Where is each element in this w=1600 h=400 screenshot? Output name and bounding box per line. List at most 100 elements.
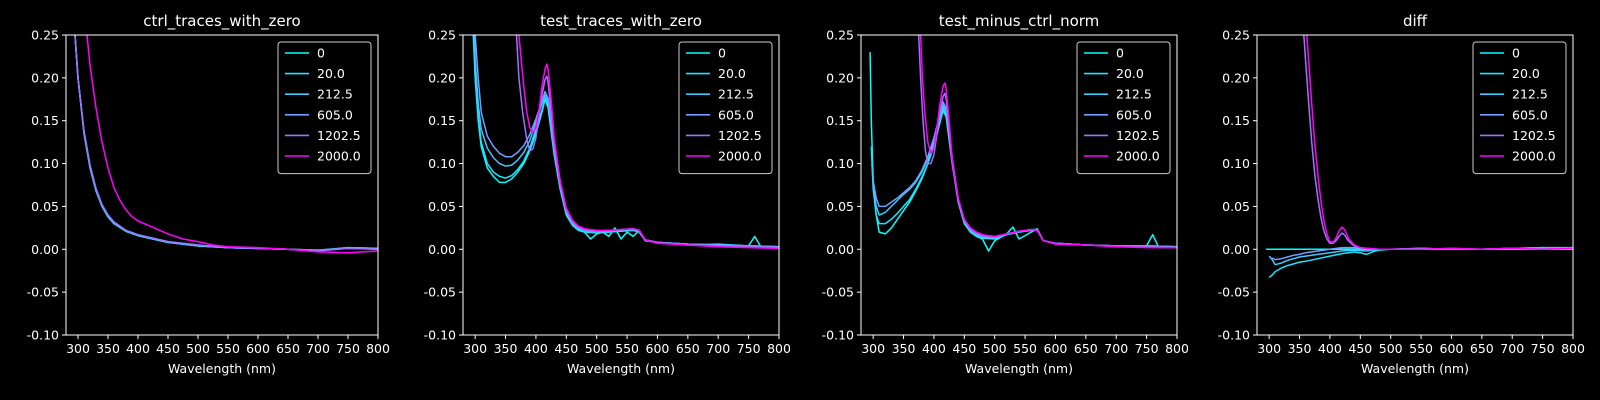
x-tick-label: 800 (366, 341, 390, 356)
y-tick-label: 0.25 (428, 28, 456, 43)
x-tick-label: 550 (216, 341, 240, 356)
y-tick-label: 0.00 (31, 242, 59, 257)
x-tick-label: 450 (554, 341, 578, 356)
chart-panel-4: diff 300 350 400 450 500 550 600 650 700 750 800 -0.… (1218, 12, 1585, 376)
y-tick-label: 0.00 (428, 242, 456, 257)
x-tick-label: 400 (126, 341, 150, 356)
x-axis-label: Wavelength (nm) (168, 361, 276, 376)
x-tick-label: 650 (276, 341, 300, 356)
x-axis-label: Wavelength (nm) (965, 361, 1073, 376)
series-group (74, 35, 378, 254)
x-tick-label: 650 (676, 341, 700, 356)
legend-entry-label: 212.5 (1116, 87, 1152, 102)
legend-box (1076, 41, 1171, 175)
legend-entry-label: 1202.5 (1116, 128, 1160, 143)
x-tick-label: 450 (952, 341, 976, 356)
x-tick-label: 400 (1318, 341, 1342, 356)
x-tick-label: 700 (1104, 341, 1128, 356)
plot-frame (65, 34, 379, 336)
x-tick-label: 350 (892, 341, 916, 356)
x-tick-label: 750 (336, 341, 360, 356)
x-tick-label: 600 (1044, 341, 1068, 356)
y-tick-label: -0.10 (822, 328, 854, 343)
x-tick-label: 450 (156, 341, 180, 356)
chart-panel-1: ctrl_traces_with_zero 300 350 400 450 500 550 6… (27, 12, 390, 376)
y-tick-label: -0.05 (822, 285, 854, 300)
legend-entry-label: 1202.5 (317, 128, 361, 143)
x-tick-label: 350 (96, 341, 120, 356)
x-tick-label: 600 (1440, 341, 1464, 356)
y-tick-label: -0.05 (1218, 285, 1250, 300)
x-tick-label: 400 (922, 341, 946, 356)
plot-frame (462, 34, 780, 336)
x-tick-label: 700 (306, 341, 330, 356)
y-tick-label: 0.05 (1222, 199, 1250, 214)
series-line-2000.0 (518, 35, 779, 250)
chart-title: test_traces_with_zero (540, 12, 702, 31)
x-tick-label: 450 (1348, 341, 1372, 356)
legend: 0 20.0 212.5 605.0 1202.5 2000.0 (678, 41, 773, 175)
chart-title: test_minus_ctrl_norm (939, 12, 1100, 31)
legend-box (277, 41, 372, 175)
legend: 0 20.0 212.5 605.0 1202.5 2000.0 (1076, 41, 1171, 175)
y-tick-label: 0.20 (1222, 70, 1250, 85)
y-tick-label: 0.20 (826, 70, 854, 85)
y-tick-label: 0.10 (826, 156, 854, 171)
x-tick-label: 750 (1531, 341, 1555, 356)
y-tick-label: 0.15 (428, 113, 456, 128)
legend-entry-label: 0 (718, 46, 726, 61)
legend-entry-label: 212.5 (317, 87, 353, 102)
y-tick-label: 0.05 (428, 199, 456, 214)
legend-entry-label: 1202.5 (718, 128, 762, 143)
x-tick-label: 300 (66, 341, 90, 356)
y-tick-label: -0.05 (27, 285, 59, 300)
legend-entry-label: 2000.0 (317, 149, 361, 164)
chart-panel-2: test_traces_with_zero 300 350 400 450 500 550 6… (424, 12, 791, 376)
legend-entry-label: 605.0 (718, 107, 754, 122)
y-tick-label: 0.05 (826, 199, 854, 214)
y-tick-label: 0.15 (826, 113, 854, 128)
x-tick-label: 500 (1379, 341, 1403, 356)
legend-entry-label: 1202.5 (1512, 128, 1556, 143)
x-tick-label: 550 (1409, 341, 1433, 356)
x-tick-label: 400 (524, 341, 548, 356)
y-tick-label: -0.10 (1218, 328, 1250, 343)
legend: 0 20.0 212.5 605.0 1202.5 2000.0 (1472, 41, 1567, 175)
legend-entry-label: 0 (317, 46, 325, 61)
plot-frame (1256, 34, 1574, 336)
legend-entry-label: 212.5 (1512, 87, 1548, 102)
legend-entry-label: 605.0 (1512, 107, 1548, 122)
series-line-2000.0 (86, 35, 378, 254)
y-tick-label: 0.00 (1222, 242, 1250, 257)
series-group (869, 35, 1177, 252)
y-tick-label: 0.20 (31, 70, 59, 85)
legend-entry-label: 2000.0 (1116, 149, 1160, 164)
legend-box (678, 41, 773, 175)
legend: 0 20.0 212.5 605.0 1202.5 2000.0 (277, 41, 372, 175)
legend-entry-label: 20.0 (1512, 66, 1540, 81)
legend-entry-label: 20.0 (718, 66, 746, 81)
y-tick-label: 0.00 (826, 242, 854, 257)
x-tick-label: 600 (246, 341, 270, 356)
x-tick-label: 500 (186, 341, 210, 356)
legend-entry-label: 0 (1116, 46, 1124, 61)
y-tick-label: 0.05 (31, 199, 59, 214)
legend-entry-label: 2000.0 (718, 149, 762, 164)
legend-entry-label: 0 (1512, 46, 1520, 61)
x-tick-label: 650 (1074, 341, 1098, 356)
y-tick-label: -0.05 (424, 285, 456, 300)
chart-panel-3: test_minus_ctrl_norm 300 350 400 450 500 550 60… (822, 12, 1189, 376)
series-line-2000.0 (1306, 35, 1573, 251)
x-tick-label: 750 (1135, 341, 1159, 356)
x-tick-label: 300 (463, 341, 487, 356)
y-tick-label: 0.10 (428, 156, 456, 171)
x-tick-label: 550 (615, 341, 639, 356)
legend-entry-label: 605.0 (317, 107, 353, 122)
x-tick-label: 700 (1500, 341, 1524, 356)
x-tick-label: 800 (767, 341, 791, 356)
x-tick-label: 550 (1013, 341, 1037, 356)
y-tick-label: -0.10 (27, 328, 59, 343)
plot-frame (860, 34, 1178, 336)
